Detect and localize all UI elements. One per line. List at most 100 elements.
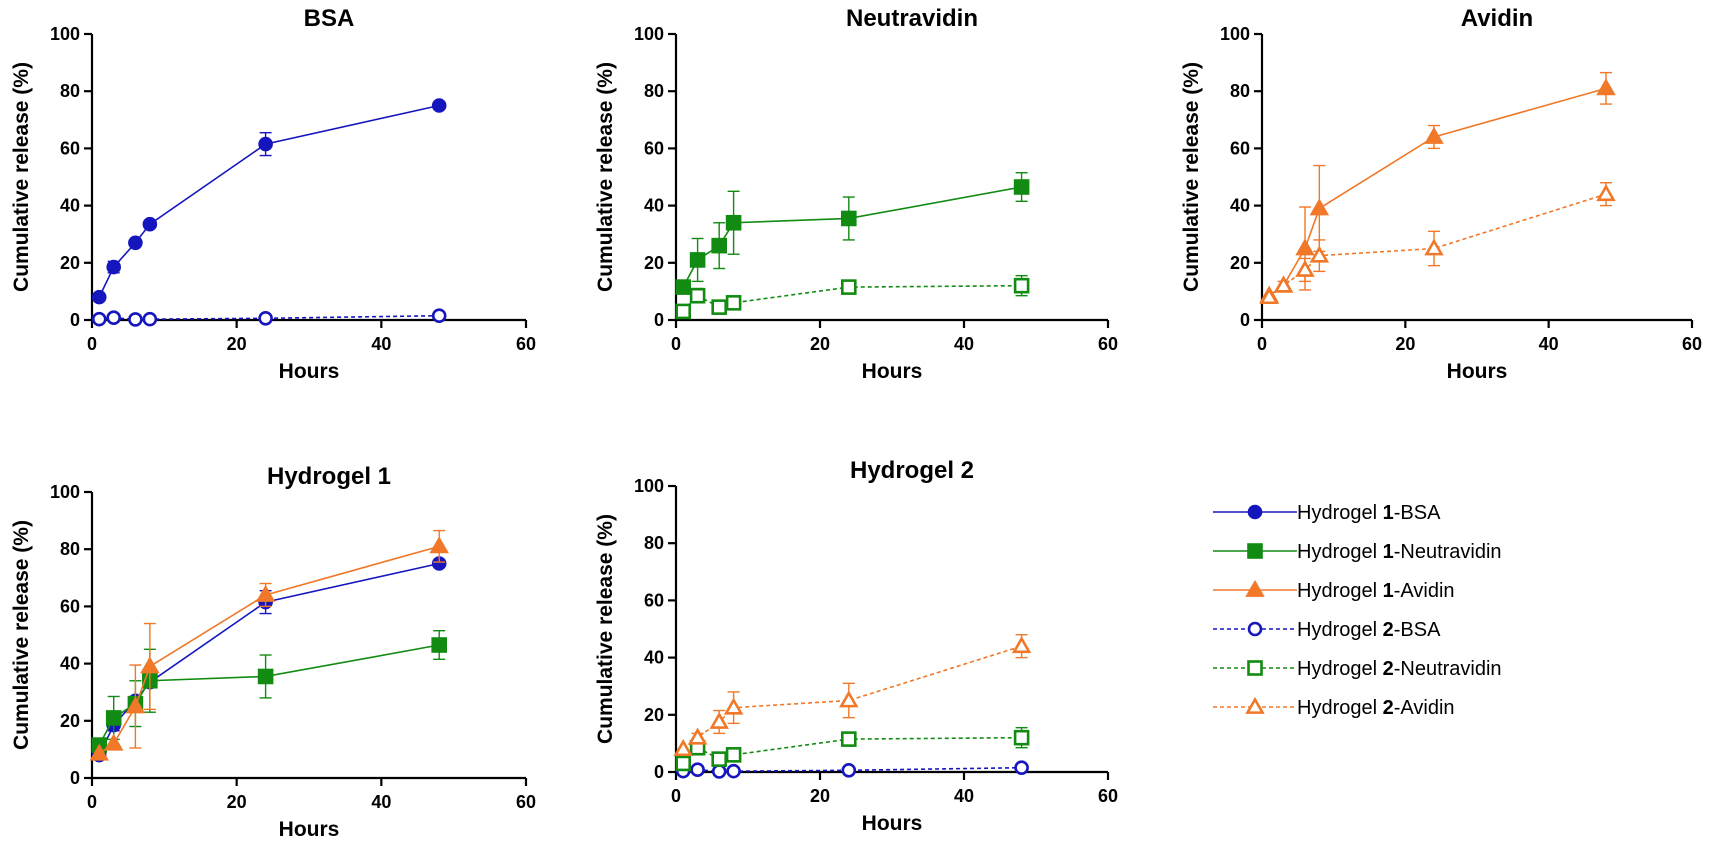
chart-title: Hydrogel 2 [850,457,974,484]
data-point [840,279,857,295]
x-tick-label: 20 [227,334,247,354]
x-tick-label: 40 [954,786,974,806]
legend-label: Hydrogel 1-Avidin [1297,580,1455,602]
legend-item: Hydrogel 2-BSA [1213,619,1441,641]
y-tick-label: 60 [60,596,80,616]
y-tick-label: 60 [644,138,664,158]
series-hydrogel-2-avidin [1259,182,1616,305]
legend-item: Hydrogel 1-Neutravidin [1213,541,1502,563]
x-tick-label: 0 [671,334,681,354]
data-point [1295,238,1315,256]
data-point [711,751,728,767]
y-tick-label: 0 [654,762,664,782]
legend-marker [1245,696,1265,714]
data-point [1309,245,1330,263]
data-point [258,310,273,326]
y-axis-label: Cumulative release (%) [10,62,33,292]
chart-panel-hydrogel-2: 0 20 40 60 80 100 0 20 40 60 Hydrogel 2 Hours Cumula… [594,457,1118,835]
data-point [726,763,741,779]
y-tick-label: 100 [1220,24,1250,44]
series-hydrogel-2-bsa [675,760,1029,779]
x-tick-label: 0 [1257,334,1267,354]
data-point [1309,198,1330,216]
x-tick-label: 40 [954,334,974,354]
y-tick-label: 20 [644,705,664,725]
chart-title: Hydrogel 1 [267,463,391,490]
data-point [105,710,122,726]
y-tick-label: 0 [1240,310,1250,330]
x-axis-label: Hours [279,360,340,383]
y-tick-label: 80 [60,81,80,101]
y-tick-label: 40 [60,196,80,216]
y-tick-label: 20 [60,253,80,273]
data-point [91,311,107,327]
x-tick-label: 60 [516,792,536,812]
x-tick-label: 20 [1395,334,1415,354]
data-point [1013,277,1030,294]
y-tick-label: 0 [654,310,664,330]
data-point [1259,286,1279,305]
y-tick-label: 100 [634,476,664,496]
x-axis-label: Hours [1447,360,1508,383]
y-tick-label: 20 [1230,253,1250,273]
data-point [1424,126,1444,144]
chart-title: Neutravidin [846,5,978,32]
x-tick-label: 0 [87,792,97,812]
data-point [1014,760,1029,776]
data-point [675,279,692,295]
data-point [1013,179,1030,195]
chart-panel-avidin: 0 20 40 60 80 100 0 20 40 60 Avidin Hours Cumulative… [1180,5,1702,383]
x-tick-label: 20 [810,334,830,354]
data-point [839,690,859,708]
legend-item: Hydrogel 1-Avidin [1213,579,1455,602]
x-tick-label: 20 [227,792,247,812]
data-point [840,731,857,747]
x-tick-label: 60 [1098,786,1118,806]
data-point [711,299,728,315]
y-tick-label: 60 [60,138,80,158]
legend-marker [1245,579,1265,597]
legend-label: Hydrogel 1-BSA [1297,502,1441,524]
data-point [1273,275,1294,293]
y-tick-label: 80 [644,533,664,553]
data-point [142,216,158,232]
y-tick-label: 40 [1230,196,1250,216]
chart-title: BSA [304,5,355,32]
y-tick-label: 60 [1230,138,1250,158]
x-tick-label: 60 [1098,334,1118,354]
data-point [723,697,744,715]
y-tick-label: 100 [634,24,664,44]
data-point [673,738,693,757]
data-point [106,259,121,275]
x-tick-label: 60 [1682,334,1702,354]
x-tick-label: 40 [371,792,391,812]
data-point [106,310,121,326]
legend: Hydrogel 1-BSA Hydrogel 1-Neutravidin Hydr… [1213,502,1502,719]
data-point [675,755,692,772]
data-point [431,308,447,324]
data-point [689,252,706,268]
legend-label: Hydrogel 2-BSA [1297,619,1441,641]
series-hydrogel-2-bsa [91,308,447,327]
y-tick-label: 80 [644,81,664,101]
y-axis-label: Cumulative release (%) [594,62,617,292]
x-tick-label: 20 [810,786,830,806]
data-point [840,210,857,227]
data-point [711,764,727,779]
data-point [725,295,742,311]
data-point [91,289,107,305]
y-tick-label: 80 [1230,81,1250,101]
series-line [98,104,440,298]
chart-panel-bsa: 0 20 40 60 80 100 0 20 40 60 BSA Hours Cumulative re… [10,5,536,383]
y-tick-label: 40 [60,654,80,674]
chart-panel-neutravidin: 0 20 40 60 80 100 0 20 40 60 Neutravidin Hours Cumul… [594,5,1118,383]
x-tick-label: 40 [371,334,391,354]
data-point [690,762,705,778]
y-tick-label: 40 [644,648,664,668]
x-tick-label: 0 [87,334,97,354]
data-point [1013,729,1030,746]
x-axis-label: Hours [862,812,923,835]
data-point [725,214,742,231]
legend-label: Hydrogel 2-Neutravidin [1297,658,1502,680]
